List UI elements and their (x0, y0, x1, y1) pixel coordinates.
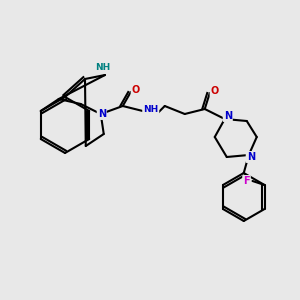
Text: O: O (211, 86, 219, 96)
Text: F: F (243, 176, 250, 186)
Text: O: O (132, 85, 140, 95)
Text: N: N (98, 109, 106, 119)
Text: NH: NH (143, 104, 158, 113)
Text: N: N (247, 152, 255, 162)
Text: N: N (224, 111, 232, 121)
Text: NH: NH (95, 62, 111, 71)
